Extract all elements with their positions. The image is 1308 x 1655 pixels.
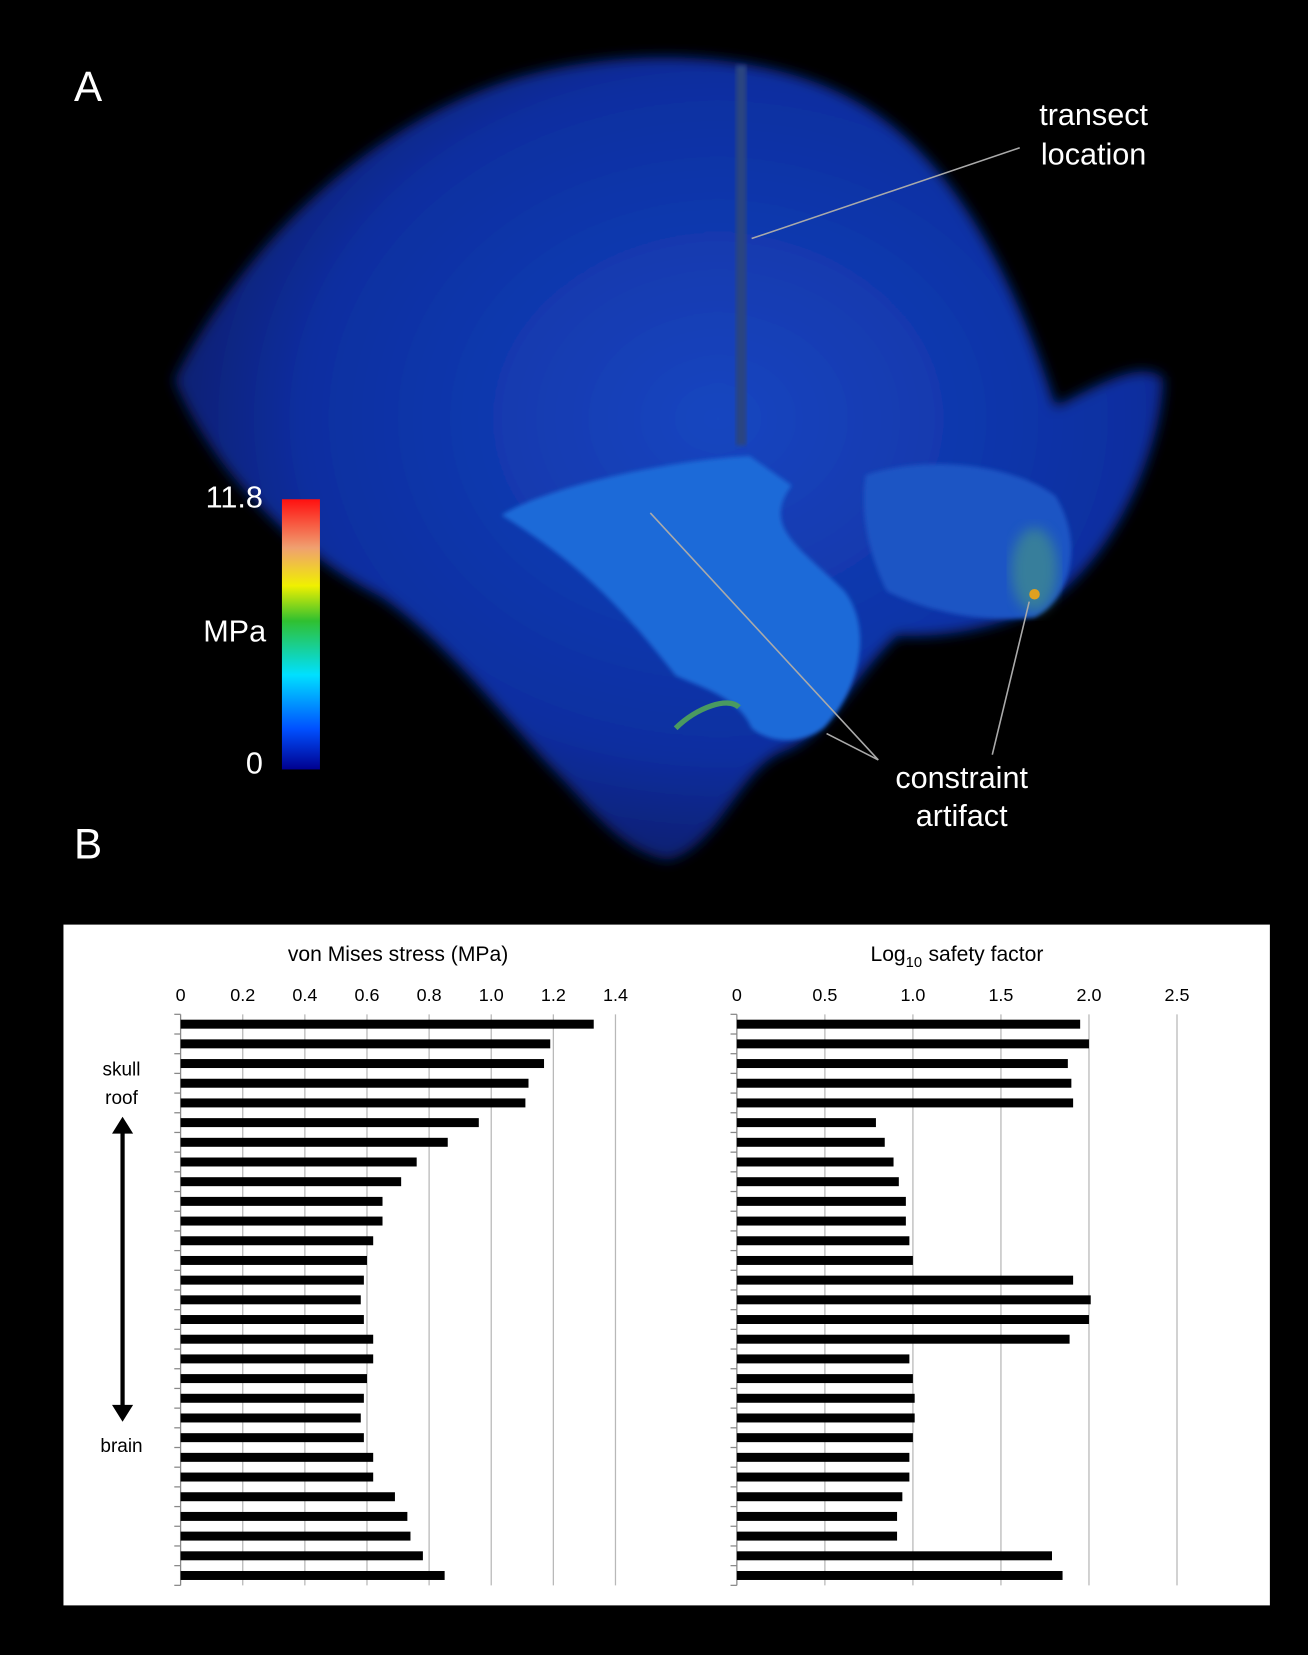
bar bbox=[181, 1118, 479, 1127]
bar bbox=[181, 1138, 448, 1147]
bar bbox=[181, 1295, 361, 1304]
bar bbox=[737, 1394, 915, 1403]
bar bbox=[181, 1413, 361, 1422]
bar bbox=[737, 1315, 1089, 1324]
bar bbox=[737, 1453, 910, 1462]
bar bbox=[737, 1276, 1073, 1285]
panel-label: B bbox=[74, 821, 102, 868]
bar bbox=[181, 1473, 374, 1482]
bar bbox=[737, 1118, 876, 1127]
bar bbox=[737, 1020, 1080, 1029]
bar bbox=[737, 1158, 894, 1167]
bar bbox=[737, 1492, 902, 1501]
bar bbox=[181, 1039, 551, 1048]
bar bbox=[181, 1177, 402, 1186]
annotation: artifact bbox=[916, 799, 1008, 833]
transect-strip bbox=[736, 65, 747, 445]
side-label: brain bbox=[100, 1436, 142, 1457]
bar bbox=[737, 1512, 897, 1521]
chart-title-part: safety factor bbox=[928, 943, 1043, 966]
x-tick-label: 1.4 bbox=[603, 985, 628, 1005]
bar bbox=[737, 1256, 913, 1265]
bar bbox=[737, 1473, 910, 1482]
bar bbox=[737, 1079, 1072, 1088]
bar bbox=[181, 1276, 364, 1285]
annotation: location bbox=[1041, 137, 1146, 171]
bar bbox=[737, 1177, 899, 1186]
x-tick-label: 0.2 bbox=[230, 985, 255, 1005]
figure: A B transect location constraint artifac… bbox=[0, 0, 1308, 1655]
bar bbox=[737, 1098, 1073, 1107]
bar bbox=[181, 1394, 364, 1403]
bar bbox=[737, 1217, 906, 1226]
bar bbox=[737, 1335, 1070, 1344]
chart-title-part: 10 bbox=[906, 955, 922, 971]
page: A B transect location constraint artifac… bbox=[0, 0, 1308, 1655]
bar bbox=[181, 1551, 423, 1560]
x-tick-label: 1.0 bbox=[900, 985, 925, 1005]
annotation: constraint bbox=[895, 761, 1028, 795]
bar bbox=[181, 1158, 417, 1167]
bar bbox=[737, 1236, 910, 1245]
bar bbox=[181, 1571, 445, 1580]
chart-title: von Mises stress (MPa) bbox=[288, 943, 508, 966]
bar bbox=[181, 1374, 367, 1383]
hotspot bbox=[1029, 589, 1040, 600]
colorbar bbox=[282, 499, 320, 769]
annotation: transect bbox=[1039, 98, 1148, 132]
bar bbox=[181, 1335, 374, 1344]
bar bbox=[181, 1532, 411, 1541]
bar bbox=[181, 1433, 364, 1442]
bar bbox=[737, 1138, 885, 1147]
bar bbox=[181, 1197, 383, 1206]
side-label: skull bbox=[103, 1059, 141, 1080]
chart-title-part: Log bbox=[870, 943, 905, 966]
colorbar-label: 11.8 bbox=[206, 480, 263, 514]
bar bbox=[181, 1453, 374, 1462]
bar bbox=[737, 1532, 897, 1541]
bar bbox=[737, 1571, 1063, 1580]
x-tick-label: 2.5 bbox=[1165, 985, 1190, 1005]
bar bbox=[181, 1079, 529, 1088]
bar bbox=[737, 1197, 906, 1206]
x-tick-label: 1.2 bbox=[541, 985, 566, 1005]
x-tick-label: 2.0 bbox=[1076, 985, 1101, 1005]
bar bbox=[737, 1551, 1052, 1560]
bar bbox=[181, 1256, 367, 1265]
bar bbox=[737, 1354, 910, 1363]
colorbar-label: 0 bbox=[246, 746, 263, 780]
bar bbox=[181, 1492, 395, 1501]
x-tick-label: 1.5 bbox=[988, 985, 1013, 1005]
bar bbox=[181, 1098, 526, 1107]
x-tick-label: 0.6 bbox=[355, 985, 380, 1005]
bar bbox=[181, 1217, 383, 1226]
panel-label: A bbox=[74, 63, 103, 110]
x-tick-label: 0.8 bbox=[417, 985, 442, 1005]
colorbar-unit: MPa bbox=[203, 614, 267, 648]
bar bbox=[737, 1433, 913, 1442]
bar bbox=[181, 1315, 364, 1324]
side-label: roof bbox=[105, 1088, 138, 1109]
x-tick-label: 0.4 bbox=[292, 985, 317, 1005]
bar bbox=[737, 1039, 1089, 1048]
x-tick-label: 0 bbox=[176, 985, 186, 1005]
x-tick-label: 0.5 bbox=[812, 985, 837, 1005]
bar bbox=[737, 1413, 915, 1422]
bar bbox=[737, 1374, 913, 1383]
x-tick-label: 1.0 bbox=[479, 985, 504, 1005]
bar bbox=[737, 1295, 1091, 1304]
bar bbox=[737, 1059, 1068, 1068]
bar bbox=[181, 1512, 408, 1521]
bar bbox=[181, 1020, 594, 1029]
bar bbox=[181, 1236, 374, 1245]
x-tick-label: 0 bbox=[732, 985, 742, 1005]
bar bbox=[181, 1354, 374, 1363]
bar bbox=[181, 1059, 544, 1068]
